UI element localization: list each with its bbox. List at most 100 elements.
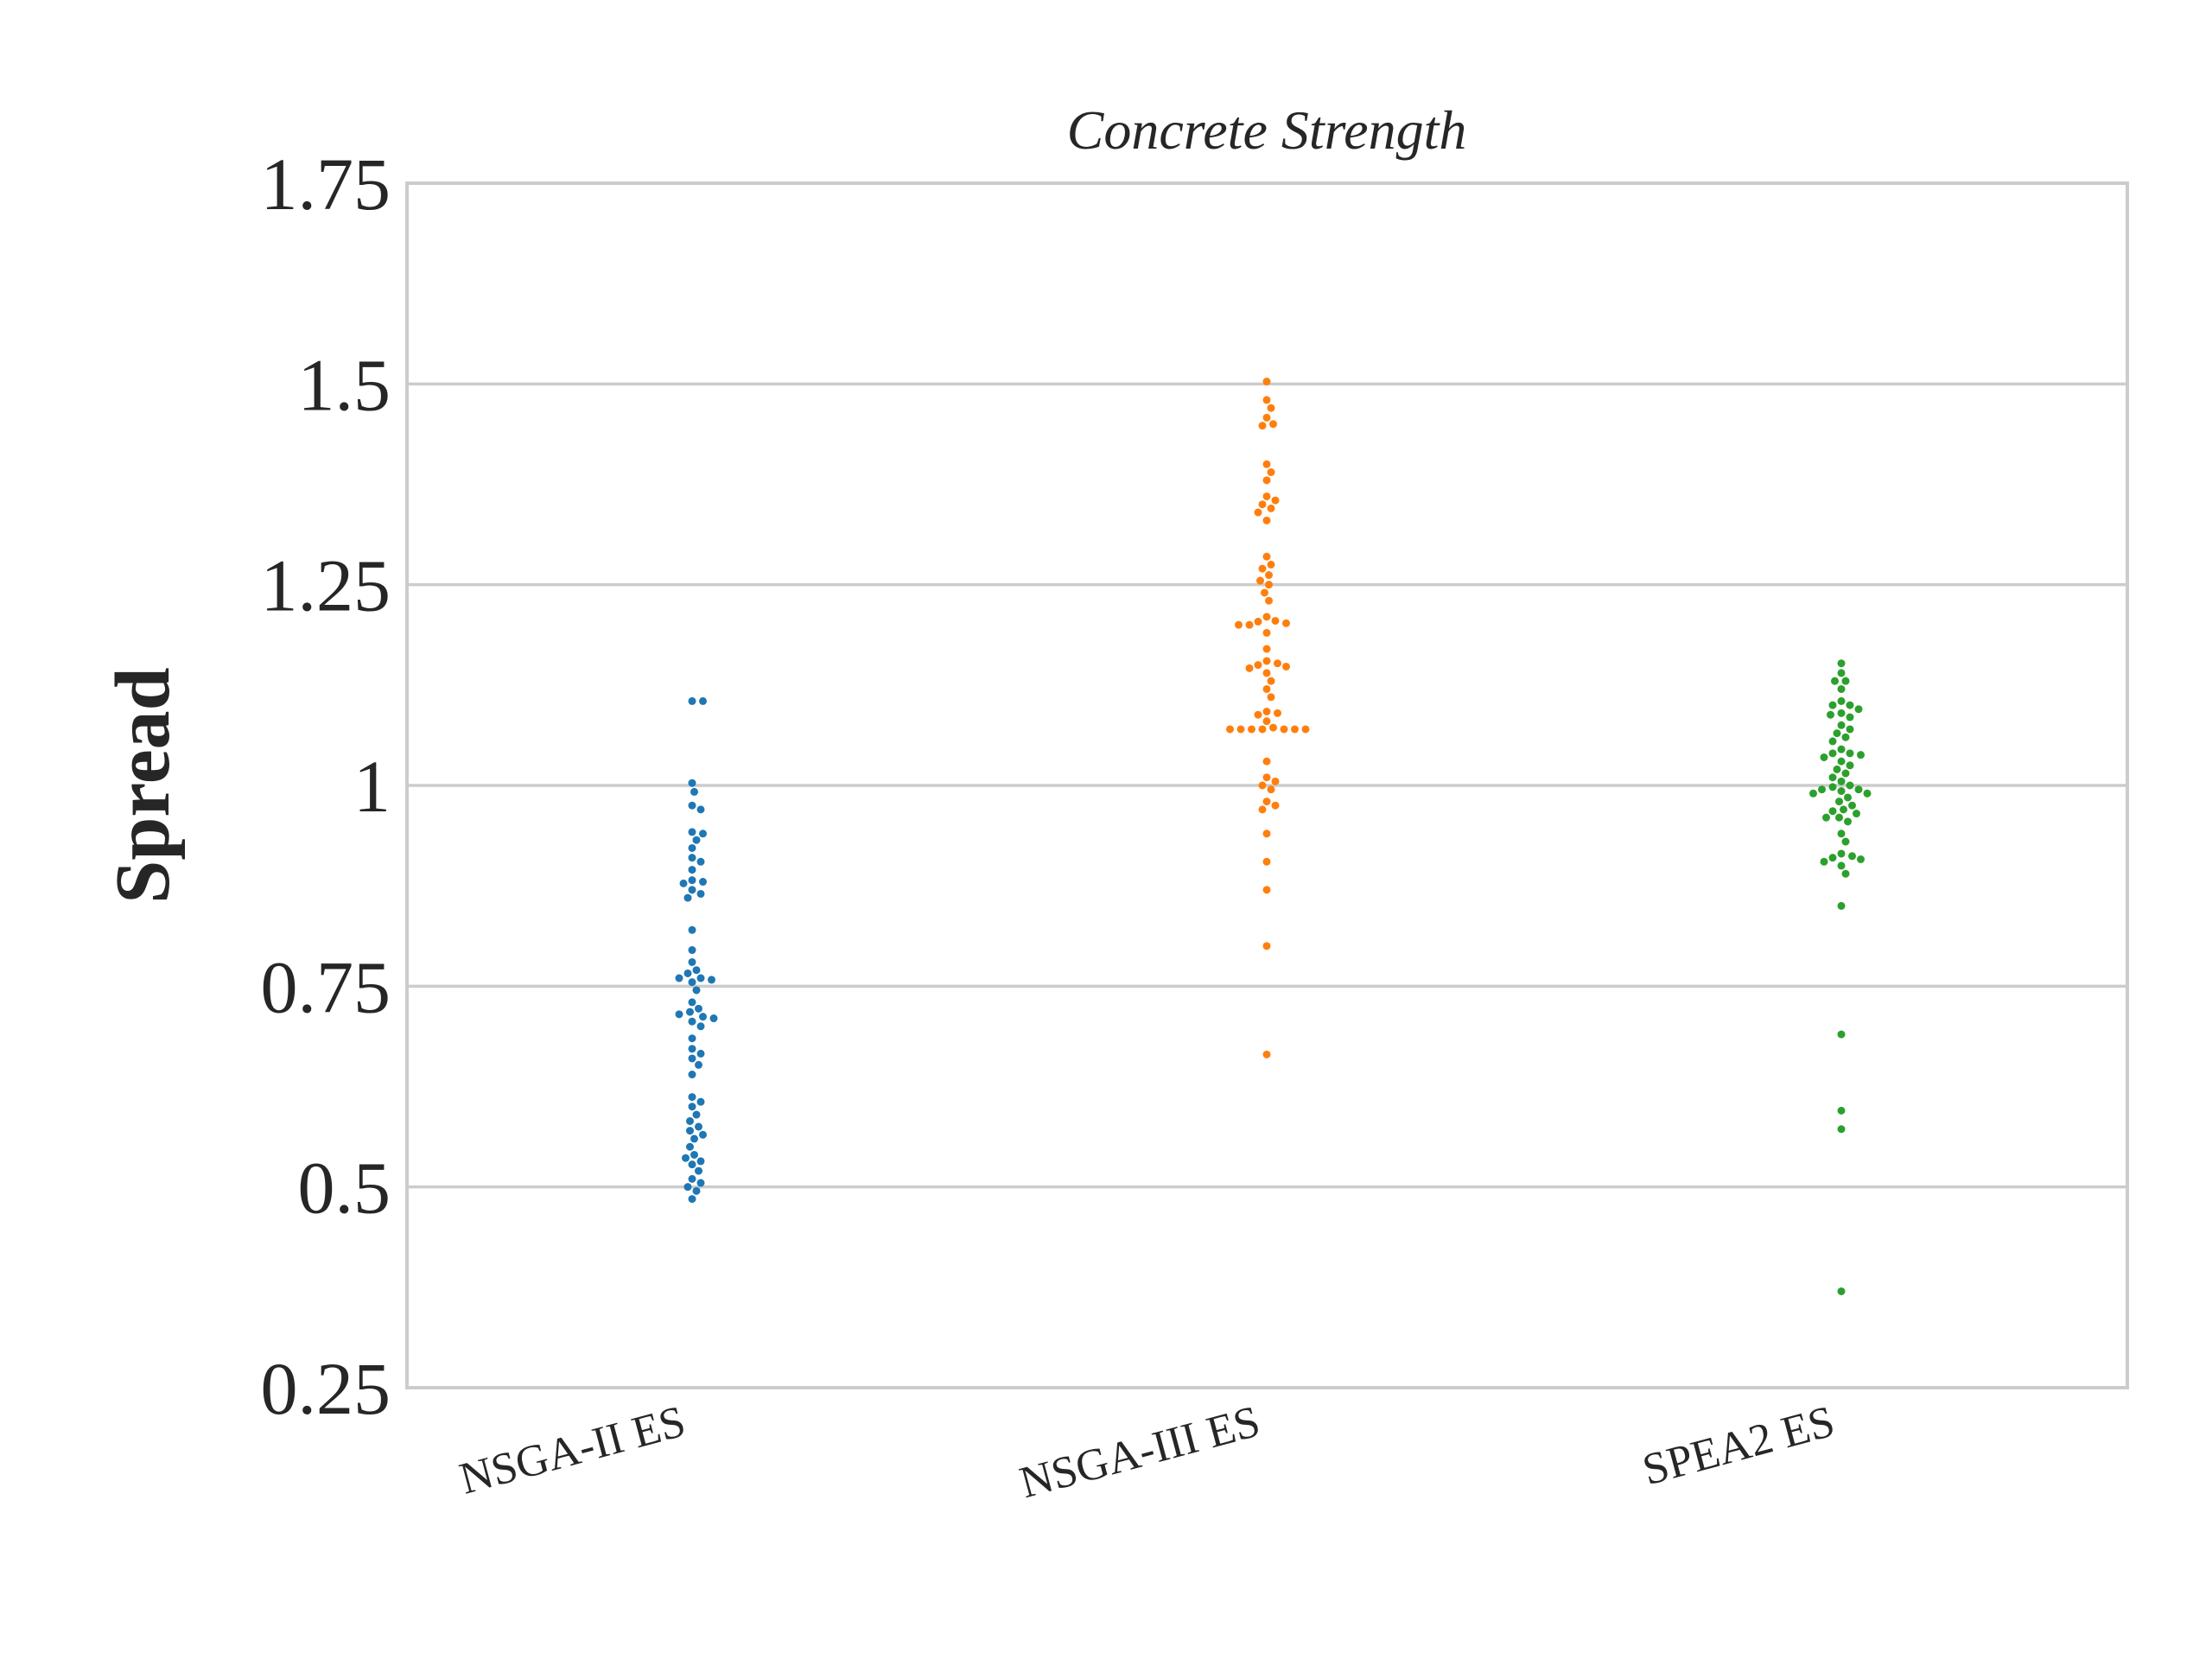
data-point [1262, 830, 1271, 838]
data-point [1837, 849, 1846, 858]
data-point [1857, 751, 1865, 760]
data-point [675, 1010, 683, 1019]
data-point [1262, 669, 1271, 677]
data-point [1863, 789, 1872, 798]
y-tick-label: 1.25 [261, 544, 391, 627]
data-point [1291, 725, 1299, 734]
x-tick-label: NSGA-III ES [1015, 1397, 1266, 1509]
data-point [1262, 645, 1271, 653]
data-point [1269, 420, 1277, 429]
data-point [1236, 725, 1245, 734]
data-point [686, 1116, 694, 1125]
data-point [1837, 1030, 1846, 1039]
data-point [688, 854, 696, 862]
data-point [1267, 560, 1275, 569]
data-point [688, 1195, 696, 1204]
data-point [1833, 729, 1841, 738]
data-point [686, 1007, 694, 1016]
data-point [1837, 745, 1846, 753]
data-point [1258, 500, 1267, 509]
data-point [1846, 781, 1854, 790]
data-point [1262, 492, 1271, 500]
data-point [1254, 710, 1262, 719]
data-point [1837, 696, 1846, 705]
data-point [688, 801, 696, 810]
data-point [1822, 813, 1830, 822]
data-point [1262, 1050, 1271, 1058]
data-point [1254, 617, 1262, 626]
data-point [1258, 781, 1267, 790]
data-point [688, 957, 696, 966]
data-point [695, 1004, 702, 1013]
data-point [692, 966, 701, 975]
data-point [688, 1034, 696, 1043]
data-point [1254, 661, 1262, 670]
data-point [1282, 619, 1290, 627]
data-point [1837, 1106, 1846, 1115]
data-point [1828, 737, 1837, 746]
data-point [692, 836, 701, 844]
data-point [1828, 749, 1837, 758]
data-point [1262, 476, 1271, 485]
data-point [1301, 725, 1310, 734]
data-point [1280, 725, 1288, 734]
data-point [683, 1183, 692, 1192]
data-point [1846, 701, 1854, 709]
data-point [1848, 852, 1856, 861]
data-point [1262, 613, 1271, 621]
y-tick-label: 1.75 [261, 143, 391, 226]
data-point [699, 1013, 707, 1021]
data-point [1837, 1287, 1846, 1295]
grid-lines [407, 382, 2127, 1189]
data-point [690, 1135, 698, 1143]
data-point [1271, 801, 1280, 810]
data-point [1235, 620, 1243, 629]
data-point [692, 1186, 701, 1195]
data-point [1854, 785, 1863, 794]
data-point [1274, 709, 1281, 717]
data-point [695, 1122, 702, 1131]
data-point [1837, 669, 1846, 677]
data-point [688, 1093, 696, 1102]
data-point [1245, 620, 1254, 629]
data-point [1835, 798, 1843, 806]
data-point [1846, 749, 1854, 758]
data-point [1831, 677, 1839, 685]
data-point [1828, 773, 1837, 782]
data-point [1262, 413, 1271, 422]
data-point [699, 696, 707, 705]
y-tick-label: 1 [353, 745, 391, 828]
data-point [1828, 783, 1837, 791]
data-point [1271, 496, 1280, 505]
x-axis-ticks: NSGA-II ES NSGA-III ES SPEA2 ES [454, 1397, 1840, 1509]
data-point [1262, 798, 1271, 806]
data-point [1267, 785, 1275, 794]
data-point [1267, 677, 1275, 685]
data-point [1854, 705, 1863, 714]
data-point [688, 843, 696, 852]
y-axis-ticks: 0.25 0.5 0.75 1 1.25 1.5 1.75 [261, 143, 391, 1430]
data-point [1837, 777, 1846, 785]
data-point [696, 1049, 705, 1058]
data-point [1262, 757, 1271, 766]
data-point [1841, 837, 1850, 846]
data-point [1262, 684, 1271, 693]
data-point [1258, 725, 1267, 734]
data-point [699, 830, 707, 838]
data-point [1262, 886, 1271, 894]
data-point [1841, 869, 1850, 878]
data-point [688, 1071, 696, 1079]
data-point [688, 1045, 696, 1053]
data-point [1846, 725, 1854, 734]
data-point [696, 805, 705, 814]
data-point [1267, 468, 1275, 477]
data-point [709, 1014, 718, 1023]
data-point [1844, 793, 1852, 802]
data-point [708, 976, 715, 984]
data-point [1226, 725, 1234, 734]
data-point [688, 866, 696, 874]
data-point [679, 879, 688, 887]
data-point [690, 1150, 698, 1159]
data-point [1846, 761, 1854, 770]
